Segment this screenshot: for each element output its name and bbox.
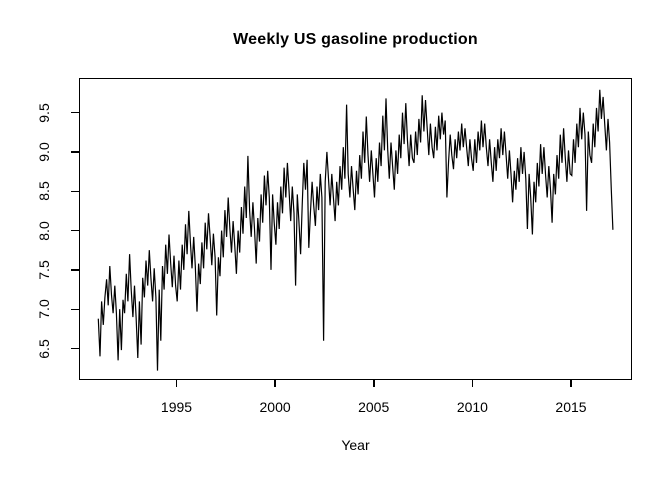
y-tick-mark <box>71 347 79 350</box>
chart-title: Weekly US gasoline production <box>233 31 478 48</box>
y-tick-label: 9.5 <box>36 102 52 123</box>
y-tick-label: 6.5 <box>36 338 52 359</box>
x-tick-mark <box>274 380 276 387</box>
y-tick-mark <box>71 151 79 153</box>
x-tick-label: 2005 <box>358 399 390 415</box>
y-tick-label: 8.0 <box>36 220 52 241</box>
y-tick-mark <box>71 111 79 114</box>
x-tick-mark <box>373 380 375 387</box>
y-tick-mark <box>71 229 79 232</box>
x-tick-label: 2010 <box>456 399 488 415</box>
x-tick-label: 1995 <box>160 399 193 415</box>
plot-box <box>79 78 632 380</box>
y-tick-label: 7.0 <box>36 299 52 319</box>
y-tick-label: 9.0 <box>36 142 52 162</box>
x-tick-label: 2000 <box>259 399 291 415</box>
x-tick-mark <box>471 380 474 387</box>
y-tick-mark <box>71 308 79 310</box>
x-tick-label: 2015 <box>555 399 587 415</box>
y-tick-mark <box>71 269 79 271</box>
x-tick-mark <box>570 380 572 387</box>
x-tick-mark <box>175 380 178 387</box>
x-axis-title: Year <box>341 437 370 453</box>
y-tick-mark <box>71 190 79 192</box>
y-tick-label: 7.5 <box>36 260 52 280</box>
y-tick-label: 8.5 <box>36 181 52 201</box>
